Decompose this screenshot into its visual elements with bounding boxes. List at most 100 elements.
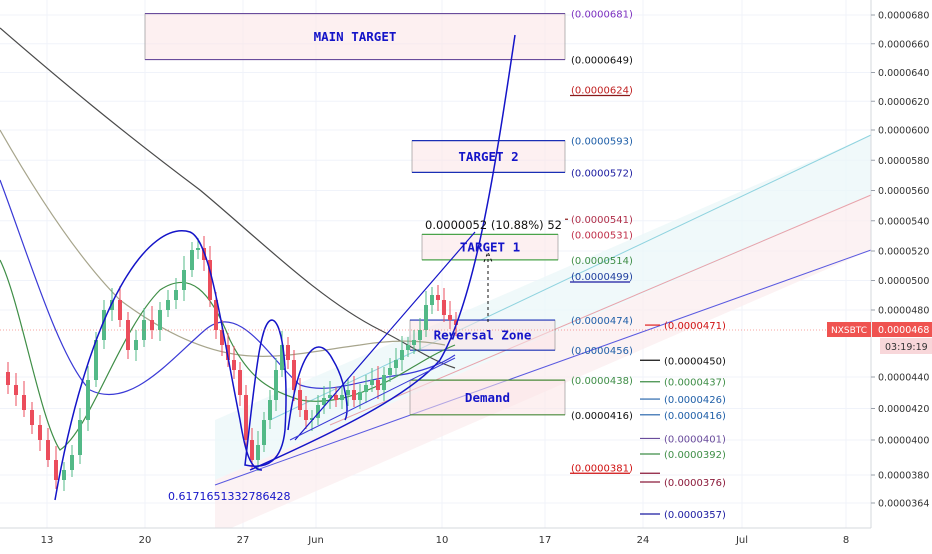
zone-bottom-value: (0.0000514) bbox=[571, 256, 633, 267]
zone-bottom-value: (0.0000649) bbox=[571, 56, 633, 67]
x-tick-label: 13 bbox=[41, 535, 54, 546]
candle-body bbox=[150, 320, 154, 330]
candle-body bbox=[70, 455, 74, 470]
zone-top-value: (0.0000474) bbox=[571, 316, 633, 327]
candle-body bbox=[244, 395, 248, 440]
candle-body bbox=[262, 420, 266, 445]
zone-label: Demand bbox=[465, 390, 510, 405]
candle-body bbox=[196, 248, 200, 250]
candle-body bbox=[102, 310, 106, 340]
candle-body bbox=[134, 340, 138, 350]
price-axis-ticks: 0.0000680 0.0000660 0.0000640 0.0000620 0.00… bbox=[871, 11, 929, 510]
candle-body bbox=[430, 295, 434, 305]
y-tick-label: 0.0000420 bbox=[878, 404, 929, 415]
countdown-value: 03:19:19 bbox=[885, 342, 928, 353]
zone-top-value: (0.0000593) bbox=[571, 137, 633, 148]
candle-body bbox=[400, 350, 404, 360]
candle-body bbox=[214, 300, 218, 330]
fib-value-label: 0.6171651332786428 bbox=[168, 490, 290, 503]
y-tick-label: 0.0000400 bbox=[878, 436, 929, 447]
candle-body bbox=[14, 385, 18, 395]
time-axis-ticks: 13 20 27 Jun 10 17 24 Jul 8 bbox=[41, 535, 850, 546]
candle-body bbox=[86, 380, 90, 420]
candle-body bbox=[94, 340, 98, 380]
candle-body bbox=[334, 395, 338, 400]
candle-body bbox=[166, 300, 170, 310]
candle-body bbox=[274, 370, 278, 400]
candle-body bbox=[190, 250, 194, 270]
candle-body bbox=[256, 445, 260, 460]
ma-black-line bbox=[0, 27, 456, 369]
candles bbox=[6, 236, 458, 491]
target-zones: MAIN TARGET (0.0000681) (0.0000649) TARGET … bbox=[144, 10, 633, 422]
candle-body bbox=[268, 400, 272, 420]
candle-body bbox=[286, 345, 290, 360]
measure-label: 0.0000052 (10.88%) 52 bbox=[425, 218, 562, 232]
swing-arc-2 bbox=[287, 346, 348, 431]
candle-body bbox=[292, 360, 296, 390]
y-tick-label: 0.0000380 bbox=[878, 471, 929, 482]
y-tick-label: 0.0000620 bbox=[878, 97, 929, 108]
level-label: (0.0000392) bbox=[664, 450, 726, 461]
symbol-tag bbox=[827, 322, 871, 337]
last-price-tag bbox=[872, 322, 932, 337]
candle-body bbox=[280, 345, 284, 370]
candle-body bbox=[30, 410, 34, 425]
x-tick-label: 27 bbox=[237, 535, 250, 546]
candle-body bbox=[6, 372, 10, 385]
level-label: (0.0000541) bbox=[571, 215, 633, 226]
countdown-tag bbox=[880, 338, 932, 354]
candle-body bbox=[174, 290, 178, 300]
level-label: (0.0000471) bbox=[664, 321, 726, 332]
level-label: (0.0000376) bbox=[664, 478, 726, 489]
lower-trend-line bbox=[289, 357, 456, 441]
candle-body bbox=[454, 320, 458, 325]
y-tick-label: 0.0000540 bbox=[878, 216, 929, 227]
zone-box bbox=[421, 234, 559, 261]
candle-body bbox=[388, 368, 392, 375]
y-tick-label: 0.0000560 bbox=[878, 186, 929, 197]
candle-body bbox=[394, 360, 398, 368]
level-label: (0.0000416) bbox=[664, 411, 726, 422]
level-label: (0.0000357) bbox=[664, 510, 726, 521]
candle-body bbox=[226, 345, 230, 360]
y-tick-label: 0.0000680 bbox=[878, 11, 929, 22]
x-tick-label: 8 bbox=[843, 535, 849, 546]
candle-body bbox=[316, 405, 320, 418]
zone-box bbox=[144, 13, 566, 60]
candle-body bbox=[382, 375, 386, 390]
candle-body bbox=[340, 395, 344, 400]
zone-box bbox=[409, 319, 556, 351]
x-tick-label: Jun bbox=[307, 535, 324, 546]
y-tick-label: 0.0000600 bbox=[878, 126, 929, 137]
candle-body bbox=[62, 470, 66, 480]
zone-label: TARGET 1 bbox=[460, 240, 520, 255]
candle-body bbox=[442, 300, 446, 315]
candle-body bbox=[250, 440, 254, 460]
y-tick-label: 0.0000640 bbox=[878, 68, 929, 79]
candle-body bbox=[46, 440, 50, 460]
candle-body bbox=[322, 398, 326, 405]
channel-fill-upper bbox=[215, 135, 871, 480]
candle-body bbox=[118, 300, 122, 320]
level-label: (0.0000401) bbox=[664, 434, 726, 445]
y-tick-label: 0.0000364 bbox=[878, 499, 929, 510]
symbol-tag-label: NXSBTC bbox=[831, 326, 867, 336]
zone-label: MAIN TARGET bbox=[314, 29, 397, 44]
candle-body bbox=[298, 390, 302, 410]
level-label: (0.0000437) bbox=[664, 378, 726, 389]
candle-body bbox=[436, 295, 440, 300]
candle-body bbox=[220, 330, 224, 345]
y-tick-label: 0.0000440 bbox=[878, 373, 929, 384]
swing-ellipse bbox=[244, 319, 287, 467]
level-label: (0.0000499) bbox=[571, 272, 633, 283]
x-tick-label: 17 bbox=[539, 535, 552, 546]
level-label: (0.0000426) bbox=[664, 395, 726, 406]
zone-bottom-value: (0.0000572) bbox=[571, 168, 633, 179]
candle-body bbox=[358, 392, 362, 400]
candle-body bbox=[232, 360, 236, 370]
candle-body bbox=[78, 420, 82, 455]
candle-body bbox=[418, 330, 422, 340]
